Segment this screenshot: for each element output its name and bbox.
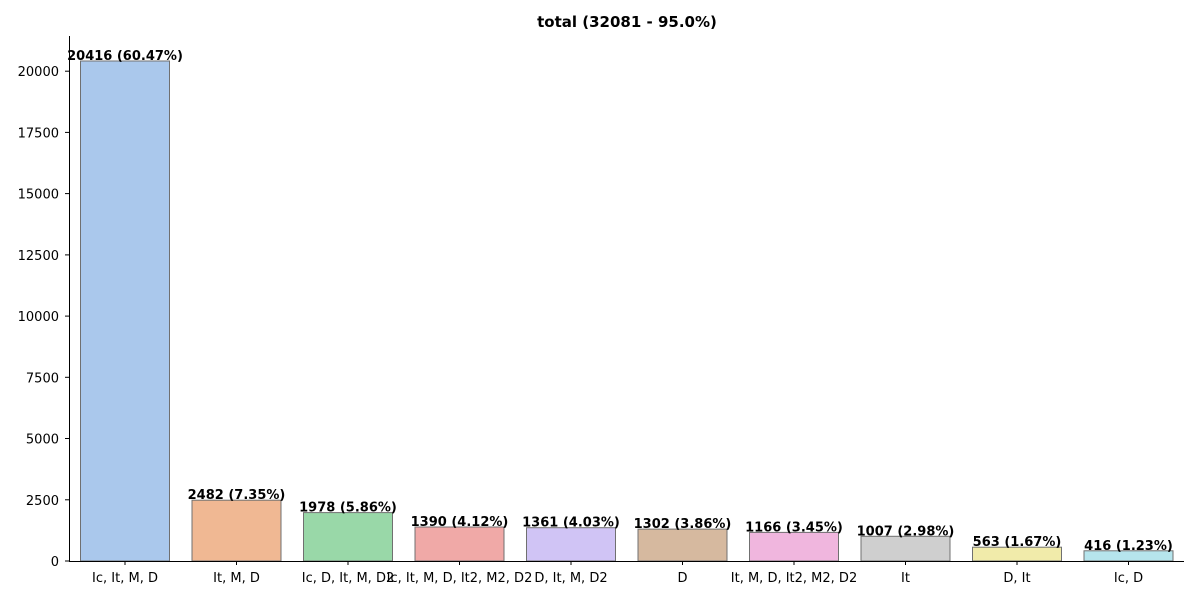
bar-1 <box>80 60 170 562</box>
data-labels-layer: 20416 (60.47%) 2482 (7.35%) 1978 (5.86%) 13… <box>67 49 1173 554</box>
bar-5 <box>526 527 616 562</box>
x-tick-label-9: D, It <box>1003 571 1030 586</box>
x-tick-label-4: Ic, It, M, D, It2, M2, D2 <box>387 571 533 586</box>
data-label-2: 2482 (7.35%) <box>188 488 286 503</box>
x-tick-label-6: D <box>677 571 687 586</box>
x-tick-label-8: It <box>901 571 910 586</box>
bar-6 <box>637 528 728 562</box>
bar-4 <box>414 526 505 562</box>
data-label-9: 563 (1.67%) <box>973 535 1062 550</box>
y-tick-label-1: 0 <box>51 555 59 570</box>
x-tick-label-7: It, M, D, It2, M2, D2 <box>731 571 857 586</box>
data-label-8: 1007 (2.98%) <box>857 524 955 539</box>
data-label-10: 416 (1.23%) <box>1084 539 1173 554</box>
x-tick-label-1: Ic, It, M, D <box>92 571 158 586</box>
bar-2 <box>191 499 282 562</box>
data-label-1: 20416 (60.47%) <box>67 49 183 64</box>
bar-3 <box>303 512 393 562</box>
data-label-6: 1302 (3.86%) <box>634 517 732 532</box>
y-tick-label-9: 20000 <box>18 65 59 80</box>
y-axis: 0 2500 5000 7500 10000 12500 15000 17500 20000 <box>18 36 70 570</box>
y-tick-label-5: 10000 <box>18 310 59 325</box>
data-label-7: 1166 (3.45%) <box>745 520 843 535</box>
y-tick-label-3: 5000 <box>26 433 59 448</box>
x-tick-label-3: Ic, D, It, M, D2 <box>302 571 394 586</box>
bar-8 <box>860 535 951 562</box>
y-tick-label-2: 2500 <box>26 494 59 509</box>
x-tick-label-5: D, It, M, D2 <box>534 571 607 586</box>
data-label-3: 1978 (5.86%) <box>299 501 397 516</box>
x-tick-label-2: It, M, D <box>213 571 260 586</box>
bar-7 <box>749 531 839 562</box>
chart-title: total (32081 - 95.0%) <box>537 13 717 31</box>
y-tick-label-7: 15000 <box>18 188 59 203</box>
y-tick-label-4: 7500 <box>26 371 59 386</box>
data-label-5: 1361 (4.03%) <box>522 516 620 531</box>
y-tick-label-6: 12500 <box>18 249 59 264</box>
data-label-4: 1390 (4.12%) <box>411 515 509 530</box>
y-tick-label-8: 17500 <box>18 126 59 141</box>
x-axis: Ic, It, M, D It, M, D Ic, D, It, M, D2Ic, … <box>69 561 1184 586</box>
x-tick-label-10: Ic, D <box>1114 571 1143 586</box>
bars-layer <box>80 60 1174 562</box>
